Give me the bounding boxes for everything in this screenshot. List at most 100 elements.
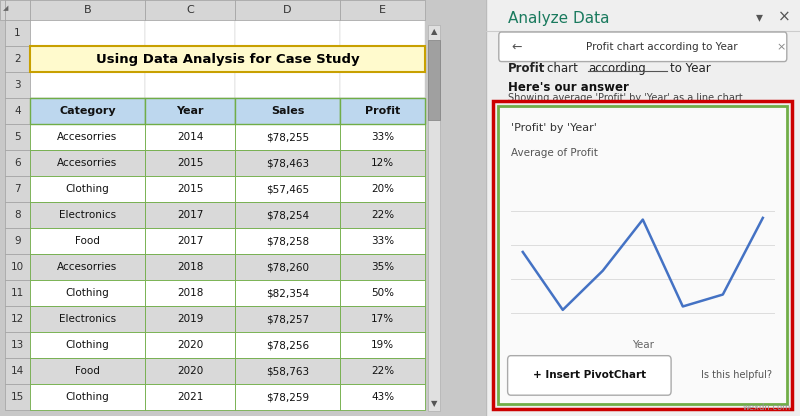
FancyBboxPatch shape — [340, 384, 425, 410]
FancyBboxPatch shape — [5, 358, 30, 384]
FancyBboxPatch shape — [235, 124, 340, 150]
FancyBboxPatch shape — [340, 150, 425, 176]
FancyBboxPatch shape — [30, 306, 145, 332]
Text: Showing average 'Profit' by 'Year' as a line chart.: Showing average 'Profit' by 'Year' as a … — [508, 93, 746, 103]
FancyBboxPatch shape — [235, 98, 340, 124]
Text: 2014: 2014 — [177, 132, 203, 142]
FancyBboxPatch shape — [30, 306, 145, 332]
Text: E: E — [379, 5, 386, 15]
FancyBboxPatch shape — [235, 150, 340, 176]
FancyBboxPatch shape — [235, 384, 340, 410]
FancyBboxPatch shape — [30, 176, 145, 202]
FancyBboxPatch shape — [145, 280, 235, 306]
Text: 22%: 22% — [371, 210, 394, 220]
Text: to Year: to Year — [670, 62, 710, 75]
Text: 2020: 2020 — [177, 366, 203, 376]
FancyBboxPatch shape — [30, 358, 145, 384]
Text: ▼: ▼ — [430, 399, 438, 409]
Text: 12%: 12% — [371, 158, 394, 168]
FancyBboxPatch shape — [5, 384, 30, 410]
FancyBboxPatch shape — [340, 202, 425, 228]
FancyBboxPatch shape — [30, 124, 145, 150]
FancyBboxPatch shape — [145, 332, 235, 358]
FancyBboxPatch shape — [145, 254, 235, 280]
Text: 2015: 2015 — [177, 158, 203, 168]
FancyBboxPatch shape — [340, 254, 425, 280]
FancyBboxPatch shape — [340, 202, 425, 228]
FancyBboxPatch shape — [340, 384, 425, 410]
FancyBboxPatch shape — [428, 25, 440, 411]
FancyBboxPatch shape — [235, 358, 340, 384]
FancyBboxPatch shape — [340, 124, 425, 150]
Text: Year: Year — [632, 340, 654, 350]
Text: 2017: 2017 — [177, 210, 203, 220]
Text: 14: 14 — [11, 366, 24, 376]
Text: ×: × — [777, 42, 786, 52]
FancyBboxPatch shape — [235, 150, 340, 176]
Text: $78,463: $78,463 — [266, 158, 309, 168]
FancyBboxPatch shape — [30, 358, 145, 384]
FancyBboxPatch shape — [235, 228, 340, 254]
FancyBboxPatch shape — [235, 254, 340, 280]
FancyBboxPatch shape — [498, 106, 787, 404]
FancyBboxPatch shape — [30, 202, 145, 228]
FancyBboxPatch shape — [145, 202, 235, 228]
FancyBboxPatch shape — [30, 202, 145, 228]
FancyBboxPatch shape — [0, 0, 5, 20]
FancyBboxPatch shape — [5, 124, 30, 150]
Text: D: D — [283, 5, 292, 15]
Text: 11: 11 — [11, 288, 24, 298]
FancyBboxPatch shape — [5, 20, 30, 46]
FancyBboxPatch shape — [145, 150, 235, 176]
FancyBboxPatch shape — [5, 306, 30, 332]
Text: ◢: ◢ — [3, 5, 8, 11]
FancyBboxPatch shape — [340, 98, 425, 124]
FancyBboxPatch shape — [30, 384, 145, 410]
Text: 2018: 2018 — [177, 262, 203, 272]
Text: Clothing: Clothing — [66, 184, 110, 194]
FancyBboxPatch shape — [30, 0, 145, 20]
FancyBboxPatch shape — [145, 176, 235, 202]
Text: Food: Food — [75, 366, 100, 376]
Text: Accesorries: Accesorries — [58, 132, 118, 142]
FancyBboxPatch shape — [5, 72, 30, 98]
FancyBboxPatch shape — [340, 332, 425, 358]
FancyBboxPatch shape — [235, 384, 340, 410]
FancyBboxPatch shape — [145, 358, 235, 384]
Text: 4: 4 — [14, 106, 21, 116]
Text: Is this helpful?: Is this helpful? — [701, 370, 772, 381]
Text: $78,259: $78,259 — [266, 392, 309, 402]
Text: + Insert PivotChart: + Insert PivotChart — [533, 370, 646, 381]
Text: $78,257: $78,257 — [266, 314, 309, 324]
Text: ▾: ▾ — [756, 10, 762, 25]
Text: 13: 13 — [11, 340, 24, 350]
Text: Using Data Analysis for Case Study: Using Data Analysis for Case Study — [96, 52, 359, 65]
FancyBboxPatch shape — [145, 46, 235, 72]
Text: 10: 10 — [11, 262, 24, 272]
FancyBboxPatch shape — [30, 254, 145, 280]
FancyBboxPatch shape — [235, 202, 340, 228]
Text: $78,254: $78,254 — [266, 210, 309, 220]
Text: $82,354: $82,354 — [266, 288, 309, 298]
FancyBboxPatch shape — [5, 332, 30, 358]
FancyBboxPatch shape — [340, 46, 425, 72]
FancyBboxPatch shape — [235, 72, 340, 98]
Text: Here's our answer: Here's our answer — [508, 81, 629, 94]
Text: 2015: 2015 — [177, 184, 203, 194]
Text: 50%: 50% — [371, 288, 394, 298]
Text: Profit: Profit — [365, 106, 400, 116]
FancyBboxPatch shape — [235, 98, 340, 124]
FancyBboxPatch shape — [30, 46, 145, 72]
FancyBboxPatch shape — [30, 228, 145, 254]
FancyBboxPatch shape — [340, 228, 425, 254]
FancyBboxPatch shape — [145, 332, 235, 358]
FancyBboxPatch shape — [30, 46, 425, 72]
FancyBboxPatch shape — [340, 280, 425, 306]
FancyBboxPatch shape — [340, 72, 425, 98]
FancyBboxPatch shape — [30, 98, 145, 124]
Text: 1: 1 — [14, 28, 21, 38]
Text: Electronics: Electronics — [59, 314, 116, 324]
FancyBboxPatch shape — [340, 98, 425, 124]
FancyBboxPatch shape — [5, 254, 30, 280]
FancyBboxPatch shape — [340, 150, 425, 176]
